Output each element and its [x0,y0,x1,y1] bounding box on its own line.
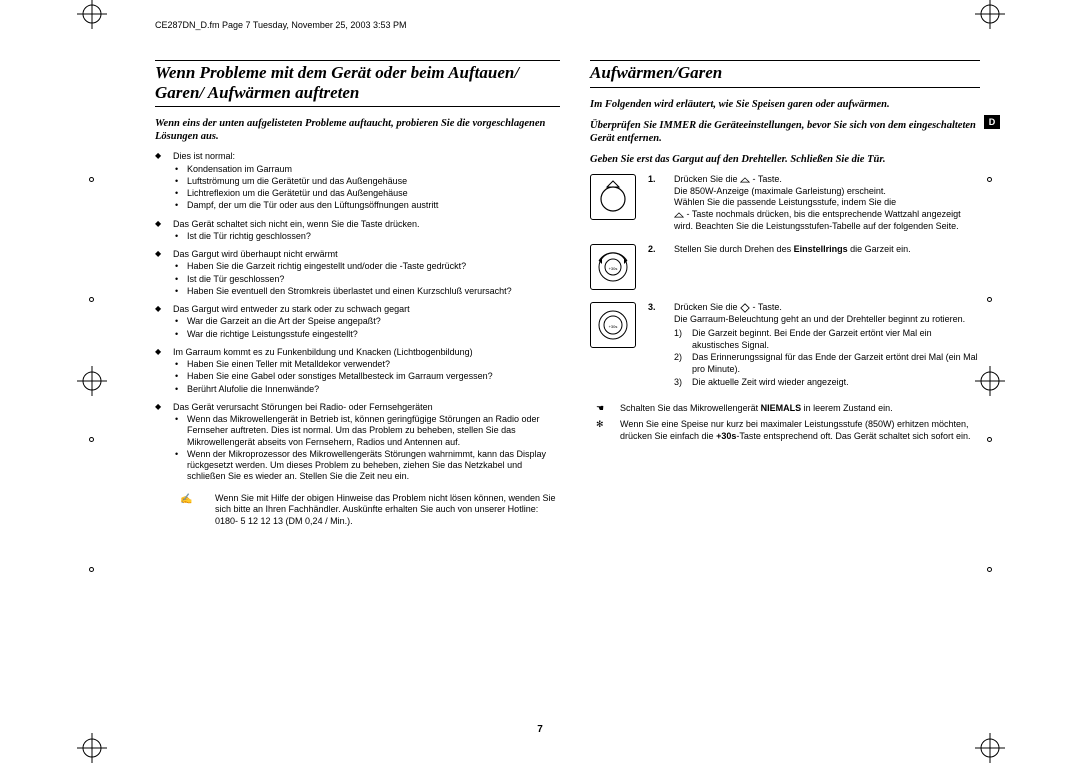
trouble-item-head: Das Gerät verursacht Störungen bei Radio… [173,402,560,413]
section-intro: Geben Sie erst das Gargut auf den Drehte… [590,153,980,166]
column-cooking: Aufwärmen/Garen Im Folgenden wird erläut… [590,60,980,720]
support-note: ✍ Wenn Sie mit Hilfe der obigen Hinweise … [155,493,560,528]
column-troubleshooting: Wenn Probleme mit dem Gerät oder beim Au… [155,60,560,720]
trouble-subitem: Ist die Tür richtig geschlossen? [187,231,560,242]
trouble-sublist: Ist die Tür richtig geschlossen? [173,231,560,242]
trouble-item-head: Das Gerät schaltet sich nicht ein, wenn … [173,219,560,230]
section-intro: Überprüfen Sie IMMER die Geräteeinstellu… [590,119,980,145]
trouble-subitem: Berührt Alufolie die Innenwände? [187,384,560,395]
step-text: Drücken Sie die - Taste. Die 850W-Anzeig… [674,174,980,232]
trouble-sublist: War die Garzeit an die Art der Speise an… [173,316,560,340]
trouble-subitem: War die richtige Leistungsstufe eingeste… [187,329,560,340]
page-number: 7 [537,724,543,735]
trouble-item: Im Garraum kommt es zu Funkenbildung und… [173,347,560,395]
crop-mark-icon [975,0,1005,29]
trouble-subitem: Haben Sie eine Gabel oder sonstiges Meta… [187,371,560,382]
trouble-item-head: Dies ist normal: [173,151,560,162]
page-header: CE287DN_D.fm Page 7 Tuesday, November 25… [155,20,406,30]
trouble-item: Dies ist normal:Kondensation im GarraumL… [173,151,560,211]
trouble-subitem: Luftströmung um die Gerätetür und das Au… [187,176,560,187]
trouble-item-head: Das Gargut wird überhaupt nicht erwärmt [173,249,560,260]
crop-mark-icon [975,733,1005,763]
step-sublist-item: 2)Das Erinnerungssignal für das Ende der… [692,352,980,375]
step-number: 1. [648,174,662,184]
steps-list: 1. Drücken Sie die - Taste. Die 850W-Anz… [590,174,980,389]
trouble-subitem: Dampf, der um die Tür oder aus den Lüftu… [187,200,560,211]
crop-mark-icon [77,0,107,29]
warning-hand-icon: ☚ [596,403,604,415]
trouble-item: Das Gerät verursacht Störungen bei Radio… [173,402,560,483]
step-text: Stellen Sie durch Drehen des Einstellrin… [674,244,980,256]
step-row: +30s 3. Drücken Sie die - Taste. Die Gar… [590,302,980,389]
page-content: Wenn Probleme mit dem Gerät oder beim Au… [155,60,980,720]
trouble-subitem: Haben Sie einen Teller mit Metalldekor v… [187,359,560,370]
trouble-item-head: Im Garraum kommt es zu Funkenbildung und… [173,347,560,358]
troubleshooting-list: Dies ist normal:Kondensation im GarraumL… [155,151,560,482]
step-sublist-item: 3)Die aktuelle Zeit wird wieder angezeig… [692,377,980,389]
idea-icon: ✻ [596,419,604,431]
svg-text:+30s: +30s [609,324,618,329]
language-tab: D [984,115,1000,129]
hint-item: ☚Schalten Sie das Mikrowellengerät NIEMA… [620,403,980,415]
dial-ring-icon: +30s [590,244,636,290]
trouble-item: Das Gerät schaltet sich nicht ein, wenn … [173,219,560,243]
wave-icon [740,175,750,185]
trouble-subitem: Haben Sie die Garzeit richtig eingestell… [187,261,560,272]
wave-icon [674,210,684,220]
trouble-sublist: Kondensation im GarraumLuftströmung um d… [173,164,560,212]
step-sublist-item: 1)Die Garzeit beginnt. Bei Ende der Garz… [692,328,980,351]
trouble-item: Das Gargut wird entweder zu stark oder z… [173,304,560,340]
hints-list: ☚Schalten Sie das Mikrowellengerät NIEMA… [590,403,980,442]
section-intro: Wenn eins der unten aufgelisteten Proble… [155,117,560,143]
crop-mark-icon [77,733,107,763]
trouble-subitem: Lichtreflexion um die Gerätetür und das … [187,188,560,199]
section-intro: Im Folgenden wird erläutert, wie Sie Spe… [590,98,980,111]
start-icon [740,303,750,313]
trouble-sublist: Haben Sie einen Teller mit Metalldekor v… [173,359,560,395]
step-sublist: 1)Die Garzeit beginnt. Bei Ende der Garz… [674,328,980,388]
start-button-icon: +30s [590,302,636,348]
svg-text:+30s: +30s [609,266,618,271]
trouble-item-head: Das Gargut wird entweder zu stark oder z… [173,304,560,315]
step-row: 1. Drücken Sie die - Taste. Die 850W-Anz… [590,174,980,232]
trouble-subitem: Ist die Tür geschlossen? [187,274,560,285]
section-title: Wenn Probleme mit dem Gerät oder beim Au… [155,60,560,107]
power-button-icon [590,174,636,220]
crop-mark-icon [77,366,107,396]
trouble-subitem: War die Garzeit an die Art der Speise an… [187,316,560,327]
section-title: Aufwärmen/Garen [590,60,980,88]
step-row: +30s 2. Stellen Sie durch Drehen des Ein… [590,244,980,290]
trouble-sublist: Haben Sie die Garzeit richtig eingestell… [173,261,560,297]
trouble-subitem: Wenn das Mikrowellengerät in Betrieb ist… [187,414,560,448]
trouble-subitem: Wenn der Mikroprozessor des Mikrowelleng… [187,449,560,483]
note-icon: ✍ [180,493,192,506]
note-text: Wenn Sie mit Hilfe der obigen Hinweise d… [215,493,556,526]
trouble-sublist: Wenn das Mikrowellengerät in Betrieb ist… [173,414,560,483]
trouble-subitem: Haben Sie eventuell den Stromkreis überl… [187,286,560,297]
trouble-item: Das Gargut wird überhaupt nicht erwärmtH… [173,249,560,297]
hint-item: ✻Wenn Sie eine Speise nur kurz bei maxim… [620,419,980,442]
step-number: 3. [648,302,662,312]
step-number: 2. [648,244,662,254]
step-text: Drücken Sie die - Taste. Die Garraum-Bel… [674,302,980,389]
trouble-subitem: Kondensation im Garraum [187,164,560,175]
